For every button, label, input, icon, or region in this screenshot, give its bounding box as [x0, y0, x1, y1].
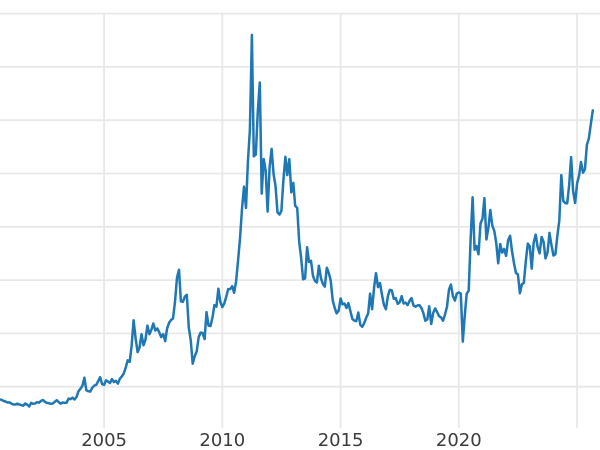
price-line [0, 33, 595, 408]
x-tick-label: 2020 [436, 430, 482, 450]
x-tick-label: 2010 [199, 430, 245, 450]
x-tick-label: 2015 [318, 430, 364, 450]
x-tick-label: 2005 [81, 430, 127, 450]
